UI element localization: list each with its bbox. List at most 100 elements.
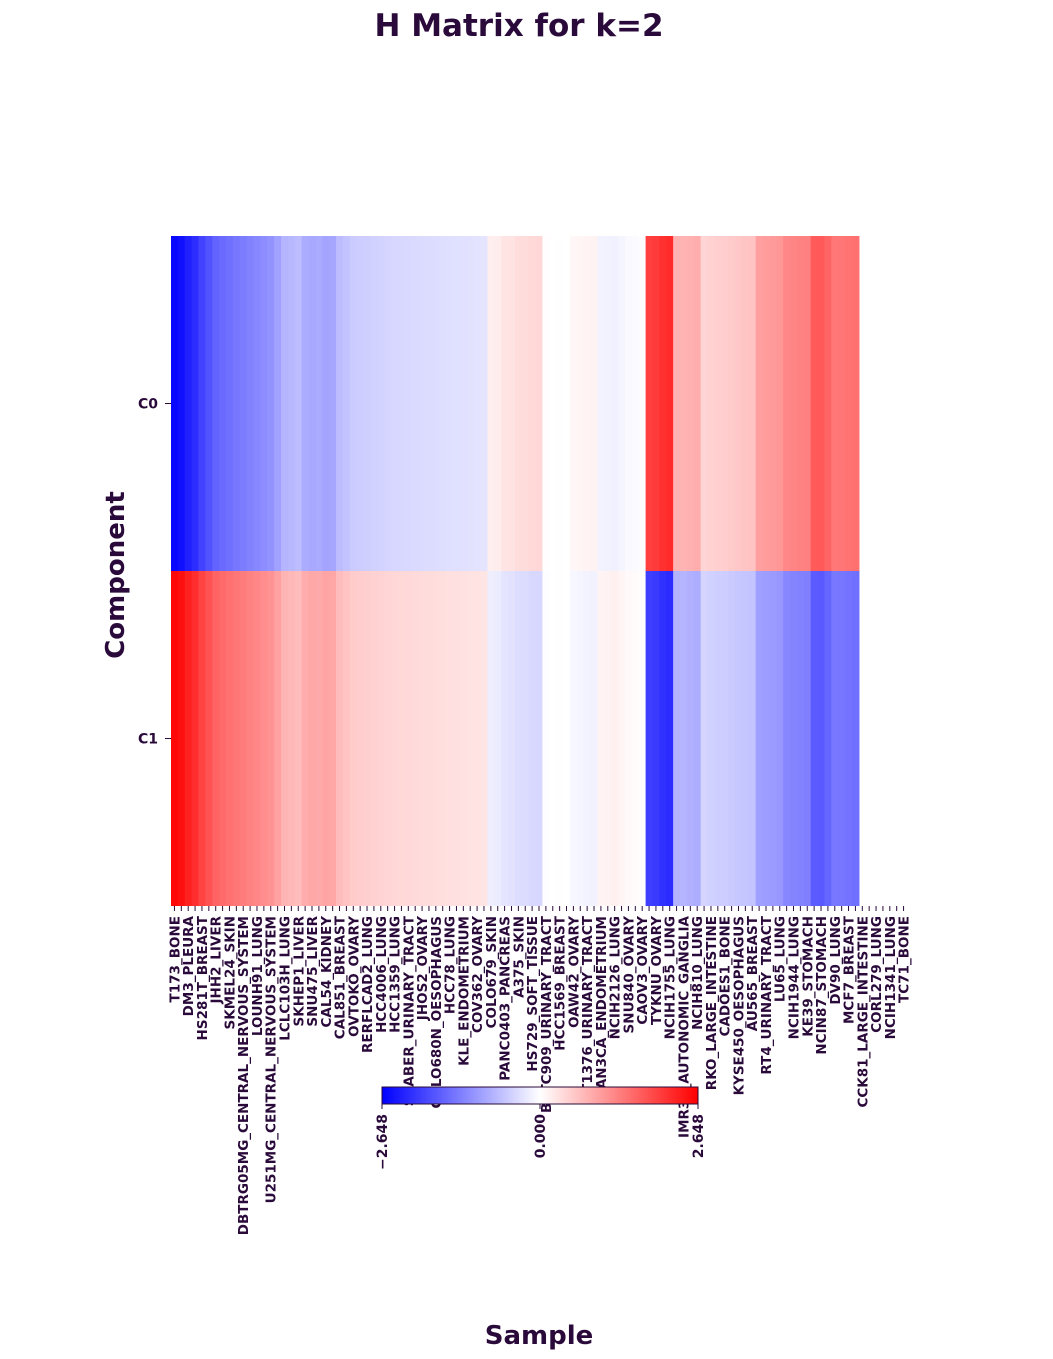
- heatmap-cell: [349, 236, 358, 572]
- x-tick-label: LU65_LUNG: [773, 916, 789, 1002]
- heatmap-cell: [645, 571, 654, 906]
- heatmap-cell: [707, 571, 716, 906]
- heatmap-cell: [384, 571, 392, 906]
- x-tick-label: JHOS2_OVARY: [415, 916, 431, 1021]
- heatmap-cell: [741, 236, 750, 572]
- heatmap-cell: [693, 236, 702, 572]
- colorbar: −2.648 0.000 2.648: [375, 1086, 707, 1170]
- heatmap-cell: [673, 236, 681, 572]
- x-tick-label: HS729_SOFT_TISSUE: [525, 916, 541, 1072]
- heatmap-cell: [191, 571, 200, 906]
- heatmap-cell: [686, 571, 695, 906]
- heatmap-cell: [514, 236, 523, 572]
- heatmap-cell: [631, 571, 640, 906]
- heatmap-cell: [418, 571, 427, 906]
- heatmap-cell: [432, 571, 440, 906]
- heatmap-cell: [659, 236, 667, 572]
- heatmap-cell: [411, 236, 420, 572]
- heatmap-cell: [693, 571, 702, 906]
- heatmap-cell: [508, 571, 516, 906]
- heatmap-cell: [267, 571, 275, 906]
- x-tick-label: DM3_PLEURA: [181, 915, 197, 1016]
- x-tick-label: JHH2_LIVER: [209, 915, 225, 1004]
- heatmap-cell: [535, 236, 544, 572]
- heatmap-cells: [171, 236, 860, 906]
- heatmap-cell: [769, 236, 777, 572]
- heatmap-cell: [404, 236, 413, 572]
- x-axis-label: Sample: [485, 1321, 594, 1351]
- heatmap-cell: [171, 571, 179, 906]
- heatmap-cell: [686, 236, 695, 572]
- x-tick-label: LCLC103H_LUNG: [277, 916, 293, 1041]
- heatmap-cell: [659, 571, 667, 906]
- heatmap-cell: [748, 571, 757, 906]
- heatmap-cell: [521, 236, 530, 572]
- heatmap-cell: [810, 571, 819, 906]
- heatmap-cell: [425, 236, 433, 572]
- heatmap-cell: [287, 236, 296, 572]
- heatmap-cell: [384, 236, 392, 572]
- heatmap-cell: [611, 571, 619, 906]
- x-tick-label: CAL54_KIDNEY: [319, 916, 335, 1028]
- heatmap-cell: [446, 571, 454, 906]
- x-tick-label: LOUNH91_LUNG: [250, 916, 266, 1036]
- heatmap-cell: [700, 571, 709, 906]
- heatmap-cell: [563, 236, 571, 572]
- heatmap-cell: [253, 236, 262, 572]
- heatmap-cell: [735, 571, 743, 906]
- heatmap-cell: [583, 571, 592, 906]
- x-tick-label: HCC1569_BREAST: [553, 915, 569, 1051]
- x-tick-label: OVTOKO_OVARY: [346, 916, 362, 1037]
- heatmap-cell: [631, 236, 640, 572]
- heatmap-cell: [287, 571, 296, 906]
- x-tick-label: AU565_BREAST: [745, 915, 761, 1031]
- heatmap-cell: [480, 571, 489, 906]
- x-tick-label: RKO_LARGE_INTESTINE: [704, 916, 720, 1090]
- heatmap-cell: [342, 236, 351, 572]
- heatmap-cell: [624, 236, 633, 572]
- x-tick-label: KLE_ENDOMETRIUM: [456, 916, 472, 1066]
- x-tick-label: BFTC909_URINARY_TRACT: [539, 915, 555, 1113]
- heatmap-cell: [370, 571, 378, 906]
- x-tick-label: SNU840_OVARY: [621, 916, 637, 1034]
- heatmap-cell: [776, 236, 784, 572]
- y-tick-label: C0: [138, 397, 158, 413]
- x-tick-label: HCC1359_LUNG: [388, 916, 404, 1033]
- heatmap-cell: [652, 571, 660, 906]
- heatmap-cell: [377, 236, 385, 572]
- colorbar-ticks: −2.648 0.000 2.648: [375, 1104, 707, 1170]
- heatmap-cell: [728, 236, 736, 572]
- heatmap-cell: [556, 236, 564, 572]
- heatmap-cell: [370, 236, 378, 572]
- x-axis: T173_BONEDM3_PLEURAHS281T_BREASTJHH2_LIV…: [167, 906, 913, 1235]
- x-tick-label: CADOES1_BONE: [718, 916, 734, 1036]
- heatmap-cell: [487, 571, 495, 906]
- heatmap-cell: [845, 571, 853, 906]
- heatmap-cell: [604, 236, 612, 572]
- heatmap-cell: [838, 571, 846, 906]
- heatmap-cell: [356, 571, 365, 906]
- heatmap-cell: [184, 571, 193, 906]
- heatmap-cell: [453, 236, 461, 572]
- heatmap-cell: [796, 236, 805, 572]
- heatmap-cell: [514, 571, 523, 906]
- heatmap-cell: [177, 236, 186, 572]
- heatmap-cell: [322, 571, 330, 906]
- heatmap-cell: [796, 571, 805, 906]
- heatmap-cell: [824, 571, 832, 906]
- x-tick-label: COLO680N_OESOPHAGUS: [429, 916, 445, 1109]
- heatmap-cell: [851, 236, 860, 572]
- heatmap-cell: [783, 236, 791, 572]
- heatmap-cell: [274, 571, 282, 906]
- heatmap-cell: [177, 571, 186, 906]
- heatmap-cell: [762, 571, 771, 906]
- heatmap-cell: [459, 236, 468, 572]
- x-tick-label: DV90_LUNG: [828, 916, 844, 1005]
- x-tick-label: CORL279_LUNG: [869, 916, 885, 1033]
- heatmap-cell: [790, 236, 798, 572]
- heatmap-cell: [542, 571, 550, 906]
- heatmap-cell: [212, 236, 220, 572]
- heatmap-cell: [329, 571, 337, 906]
- heatmap-cell: [803, 236, 812, 572]
- heatmap-cell: [336, 236, 344, 572]
